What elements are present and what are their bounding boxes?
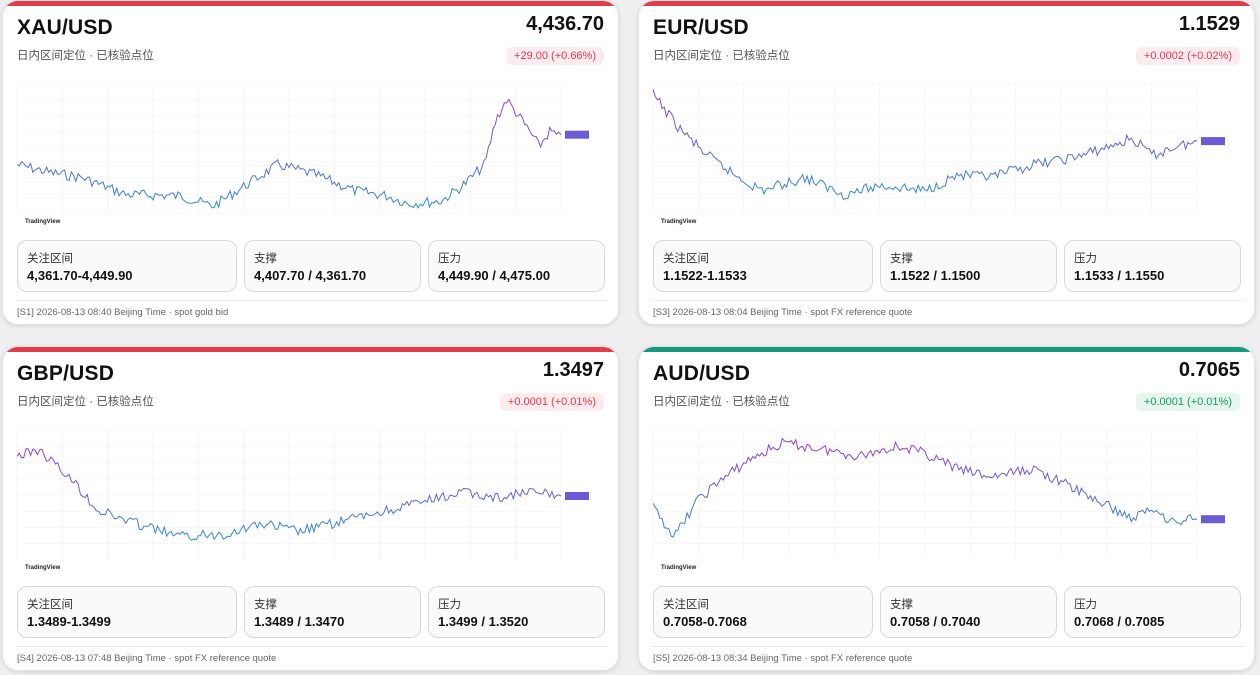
resistance-box: 压力 4,449.90 / 4,475.00 [428,240,605,292]
support-box: 支撑 1.3489 / 1.3470 [244,586,421,638]
resistance-box: 压力 1.1533 / 1.1550 [1064,240,1241,292]
resistance-label: 压力 [438,599,461,611]
focus-zone-value: 1.3489-1.3499 [27,614,111,629]
support-label: 支撑 [890,253,913,265]
support-label: 支撑 [254,599,277,611]
last-price-tag [565,492,589,500]
current-price: 1.1529 [1178,13,1240,35]
price-chart[interactable]: TradingView [647,422,1239,577]
focus-zone-label: 关注区间 [27,599,73,611]
resistance-box: 压力 1.3499 / 1.3520 [428,586,605,638]
support-box: 支撑 1.1522 / 1.1500 [880,240,1057,292]
support-value: 1.1522 / 1.1500 [890,268,981,283]
resistance-value: 4,449.90 / 4,475.00 [438,268,551,283]
focus-zone-value: 0.7058-0.7068 [663,614,747,629]
change-badge: +0.0001 (+0.01%) [499,393,604,411]
change-badge: +29.00 (+0.66%) [506,47,604,65]
price-chart[interactable]: TradingView [11,422,603,577]
price-chart-svg: TradingView [16,429,589,571]
current-price: 1.3497 [542,359,604,381]
quote-card-eurusd: EUR/USD 1.1529 日内区间定位 · 已核验点位 +0.0002 (+… [638,0,1255,325]
resistance-value: 1.1533 / 1.1550 [1074,268,1165,283]
support-value: 1.3489 / 1.3470 [254,614,345,629]
price-line [652,89,1198,201]
card-accent-bar [3,347,618,352]
source-footnote: [S1] 2026-08-13 08:40 Beijing Time · spo… [17,300,607,318]
current-price: 4,436.70 [526,13,604,35]
resistance-box: 压力 0.7068 / 0.7085 [1064,586,1241,638]
pair-name: AUD/USD [653,362,751,385]
price-chart[interactable]: TradingView [11,76,603,231]
focus-zone-value: 1.1522-1.1533 [663,268,747,283]
source-footnote: [S5] 2026-08-13 08:34 Beijing Time · spo… [653,646,1243,664]
focus-zone-box: 关注区间 0.7058-0.7068 [653,586,873,638]
pair-name: XAU/USD [17,16,113,39]
resistance-label: 压力 [438,253,461,265]
card-subtitle: 日内区间定位 · 已核验点位 [653,50,790,62]
card-subtitle: 日内区间定位 · 已核验点位 [17,50,154,62]
source-footnote: [S3] 2026-08-13 08:04 Beijing Time · spo… [653,300,1243,318]
price-line [16,98,562,209]
focus-zone-label: 关注区间 [27,253,73,265]
last-price-tag [565,130,589,139]
resistance-value: 1.3499 / 1.3520 [438,614,529,629]
price-line [652,437,1198,538]
quote-card-audusd: AUD/USD 0.7065 日内区间定位 · 已核验点位 +0.0001 (+… [638,346,1255,671]
focus-zone-value: 4,361.70-4,449.90 [27,268,133,283]
last-price-tag [1201,515,1225,524]
focus-zone-box: 关注区间 1.3489-1.3499 [17,586,237,638]
price-chart[interactable]: TradingView [647,76,1239,231]
price-line [16,448,562,541]
support-box: 支撑 0.7058 / 0.7040 [880,586,1057,638]
source-footnote: [S4] 2026-08-13 07:48 Beijing Time · spo… [17,646,607,664]
pair-name: GBP/USD [17,362,115,385]
support-value: 4,407.70 / 4,361.70 [254,268,367,283]
price-chart-svg: TradingView [652,429,1225,571]
tradingview-watermark: TradingView [661,219,697,225]
quote-card-xauusd: XAU/USD 4,436.70 日内区间定位 · 已核验点位 +29.00 (… [2,0,619,325]
focus-zone-box: 关注区间 4,361.70-4,449.90 [17,240,237,292]
support-value: 0.7058 / 0.7040 [890,614,981,629]
focus-zone-box: 关注区间 1.1522-1.1533 [653,240,873,292]
card-subtitle: 日内区间定位 · 已核验点位 [17,396,154,408]
change-badge: +0.0001 (+0.01%) [1135,393,1240,411]
card-accent-bar [639,347,1254,352]
focus-zone-label: 关注区间 [663,599,709,611]
price-chart-svg: TradingView [16,83,589,225]
card-subtitle: 日内区间定位 · 已核验点位 [653,396,790,408]
pair-name: EUR/USD [653,16,749,39]
quote-card-gbpusd: GBP/USD 1.3497 日内区间定位 · 已核验点位 +0.0001 (+… [2,346,619,671]
card-accent-bar [3,1,618,6]
resistance-value: 0.7068 / 0.7085 [1074,614,1165,629]
change-badge: +0.0002 (+0.02%) [1135,47,1240,65]
price-chart-svg: TradingView [652,83,1225,225]
tradingview-watermark: TradingView [25,565,61,571]
last-price-tag [1201,137,1225,146]
resistance-label: 压力 [1074,253,1097,265]
focus-zone-label: 关注区间 [663,253,709,265]
resistance-label: 压力 [1074,599,1097,611]
support-label: 支撑 [890,599,913,611]
support-box: 支撑 4,407.70 / 4,361.70 [244,240,421,292]
card-accent-bar [639,1,1254,6]
support-label: 支撑 [254,253,277,265]
tradingview-watermark: TradingView [661,565,697,571]
current-price: 0.7065 [1178,359,1240,381]
tradingview-watermark: TradingView [25,219,61,225]
